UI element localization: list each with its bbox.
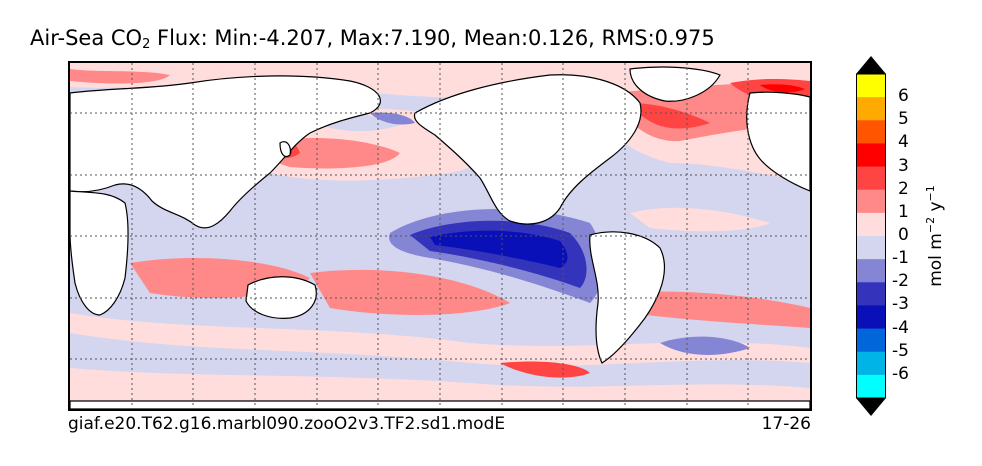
title-suffix: Flux: Min:-4.207, Max:7.190, Mean:0.126,… bbox=[150, 26, 715, 50]
colorbar-frame bbox=[856, 73, 886, 399]
colorbar-segment bbox=[856, 189, 886, 214]
units-base: mol m bbox=[925, 233, 946, 287]
flux-region bbox=[630, 207, 770, 232]
flux-region bbox=[760, 84, 805, 93]
colorbar-tick-label: 3 bbox=[898, 155, 909, 176]
year-range: 17-26 bbox=[761, 414, 811, 434]
land-north-america bbox=[413, 74, 642, 225]
colorbar-tick-label: -1 bbox=[892, 248, 909, 269]
colorbar bbox=[856, 56, 886, 416]
flux-region bbox=[70, 69, 170, 84]
colorbar-segment bbox=[856, 212, 886, 237]
colorbar-units: mol m−2 y−1 bbox=[924, 185, 946, 287]
colorbar-segment bbox=[856, 236, 886, 260]
colorbar-tick-label: -5 bbox=[892, 340, 909, 361]
colorbar-segment bbox=[856, 259, 886, 283]
colorbar-max-arrow bbox=[856, 56, 886, 74]
colorbar-segment bbox=[856, 328, 886, 353]
flux-map bbox=[68, 61, 812, 411]
colorbar-tick-label: 5 bbox=[898, 109, 909, 130]
colorbar-segment bbox=[856, 166, 886, 191]
colorbar-segment bbox=[856, 143, 886, 168]
colorbar-segment bbox=[856, 97, 886, 121]
colorbar-segment bbox=[856, 282, 886, 306]
flux-region bbox=[660, 336, 750, 355]
flux-region bbox=[310, 269, 510, 315]
flux-region bbox=[630, 291, 810, 328]
colorbar-tick-label: 4 bbox=[898, 132, 909, 153]
colorbar-segment bbox=[856, 120, 886, 144]
land-africa bbox=[70, 190, 129, 316]
colorbar-tick-label: -4 bbox=[892, 317, 909, 338]
land-greenland bbox=[629, 66, 721, 102]
colorbar-tick-label: 0 bbox=[898, 225, 909, 245]
colorbar-segment bbox=[856, 74, 886, 98]
units-exponent-2: −1 bbox=[924, 185, 938, 202]
units-mid: y bbox=[925, 201, 946, 217]
land-japan bbox=[279, 141, 291, 158]
colorbar-segment bbox=[856, 305, 886, 330]
plot-title: Air-Sea CO2 Flux: Min:-4.207, Max:7.190,… bbox=[30, 26, 715, 52]
flux-region bbox=[430, 230, 568, 268]
colorbar-segment bbox=[856, 374, 886, 399]
title-prefix: Air-Sea CO bbox=[30, 26, 143, 50]
colorbar-min-arrow bbox=[856, 398, 886, 416]
colorbar-segment bbox=[856, 351, 886, 376]
flux-region bbox=[370, 112, 415, 125]
colorbar-labels: 6 5 4 3 2 1 0 -1 -2 -3 -4 -5 -6 bbox=[892, 0, 922, 466]
land-south-america bbox=[589, 231, 665, 364]
graticule bbox=[70, 63, 810, 409]
colorbar-tick-label: -2 bbox=[892, 271, 909, 292]
colorbar-tick-label: 6 bbox=[898, 86, 909, 107]
colorbar-tick-label: -3 bbox=[892, 294, 909, 315]
case-name: giaf.e20.T62.g16.marbl090.zooO2v3.TF2.sd… bbox=[68, 414, 506, 434]
land-europe-east bbox=[746, 91, 810, 192]
flux-region bbox=[500, 361, 590, 378]
title-subscript: 2 bbox=[142, 37, 151, 52]
colorbar-tick-label: 2 bbox=[898, 178, 909, 199]
flux-region bbox=[630, 103, 710, 129]
units-exponent-1: −2 bbox=[924, 216, 938, 234]
colorbar-tick-label: 1 bbox=[898, 201, 909, 222]
colorbar-tick-label: -6 bbox=[892, 363, 909, 384]
